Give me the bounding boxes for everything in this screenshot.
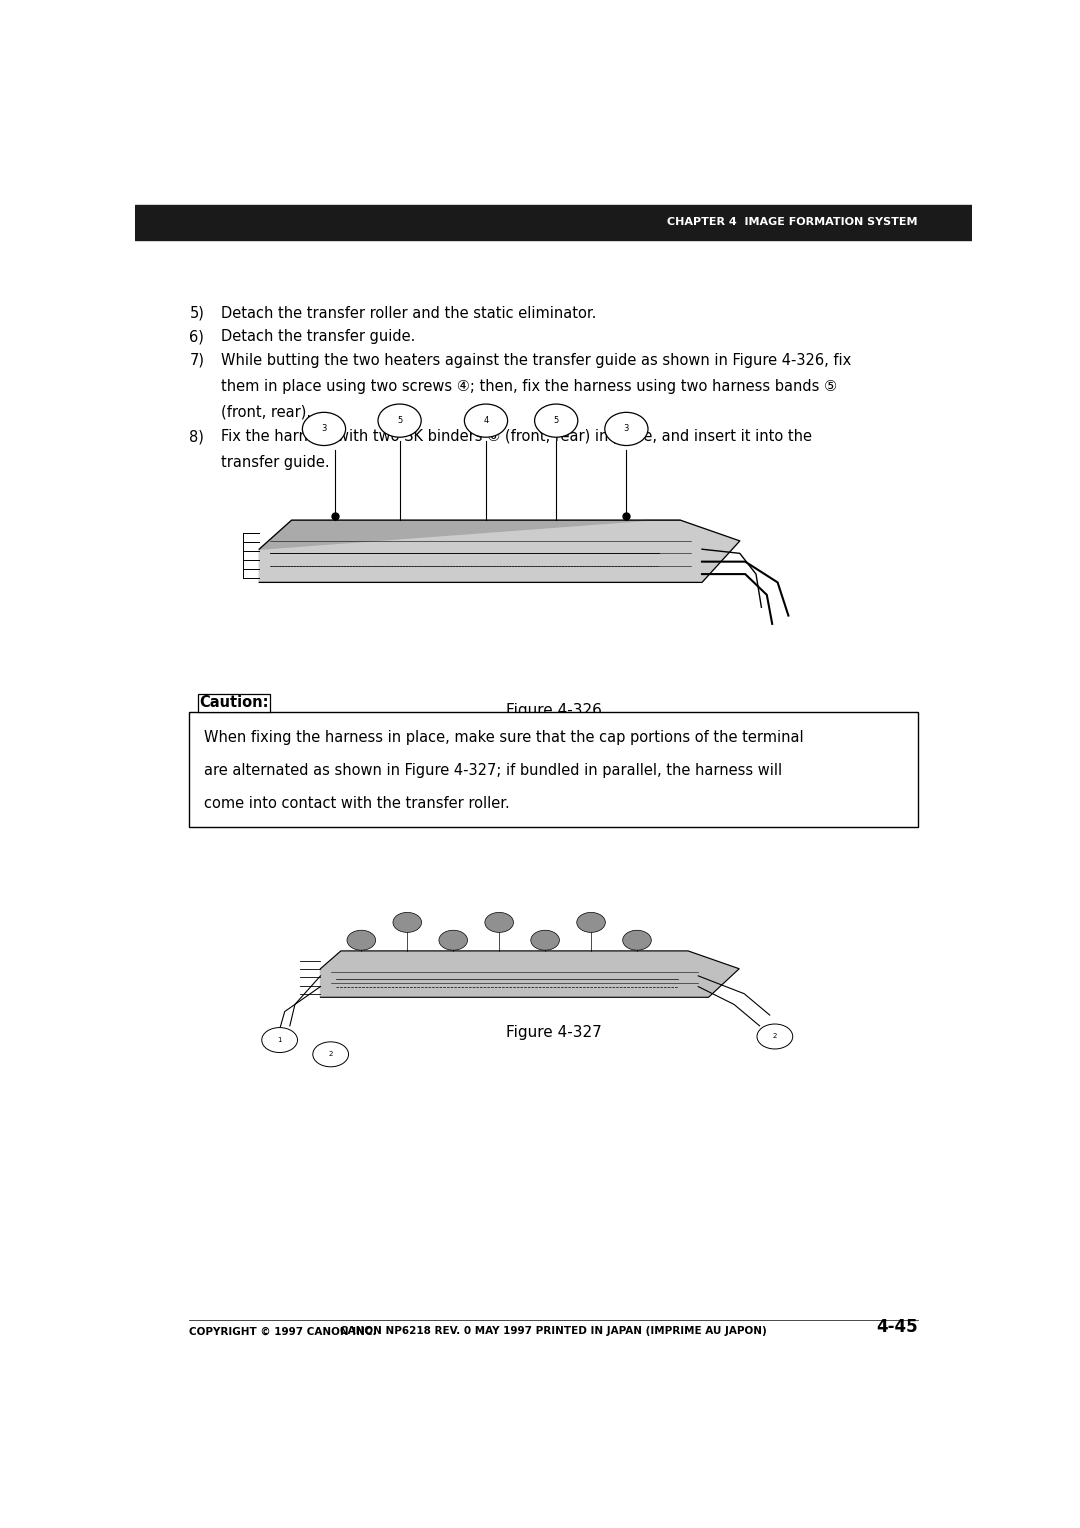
Text: Fix the harness with two SK binders ⑥ (front, rear) in place, and insert it into: Fix the harness with two SK binders ⑥ (f… — [221, 429, 812, 445]
Text: CANON NP6218 REV. 0 MAY 1997 PRINTED IN JAPAN (IMPRIME AU JAPON): CANON NP6218 REV. 0 MAY 1997 PRINTED IN … — [340, 1326, 767, 1337]
Text: Detach the transfer roller and the static eliminator.: Detach the transfer roller and the stati… — [221, 306, 596, 321]
Circle shape — [535, 403, 578, 437]
Text: are alternated as shown in Figure 4-327; if bundled in parallel, the harness wil: are alternated as shown in Figure 4-327;… — [204, 764, 783, 778]
Circle shape — [347, 931, 376, 950]
Text: Figure 4-326: Figure 4-326 — [505, 703, 602, 718]
Circle shape — [577, 912, 606, 932]
Text: 7): 7) — [189, 353, 204, 368]
Text: 5: 5 — [397, 416, 402, 425]
Polygon shape — [259, 520, 680, 549]
Circle shape — [623, 931, 651, 950]
Text: 5: 5 — [554, 416, 558, 425]
Circle shape — [605, 413, 648, 446]
Text: CHAPTER 4  IMAGE FORMATION SYSTEM: CHAPTER 4 IMAGE FORMATION SYSTEM — [667, 217, 918, 228]
Circle shape — [378, 403, 421, 437]
Text: Figure 4-327: Figure 4-327 — [505, 1025, 602, 1039]
Polygon shape — [259, 520, 740, 582]
Circle shape — [261, 1027, 297, 1053]
Text: COPYRIGHT © 1997 CANON INC.: COPYRIGHT © 1997 CANON INC. — [189, 1326, 377, 1337]
Text: 8): 8) — [189, 429, 204, 445]
Text: 3: 3 — [624, 425, 629, 434]
Text: (front, rear).: (front, rear). — [221, 405, 311, 420]
Text: Detach the transfer guide.: Detach the transfer guide. — [221, 329, 416, 344]
Text: When fixing the harness in place, make sure that the cap portions of the termina: When fixing the harness in place, make s… — [204, 730, 805, 746]
Text: 2: 2 — [328, 1051, 333, 1057]
Text: come into contact with the transfer roller.: come into contact with the transfer roll… — [204, 796, 510, 811]
Bar — [135, 205, 972, 240]
Text: Caution:: Caution: — [200, 695, 269, 711]
Polygon shape — [321, 950, 739, 998]
Bar — [189, 712, 918, 827]
Text: 4-45: 4-45 — [876, 1319, 918, 1337]
Text: 1: 1 — [278, 1038, 282, 1044]
Circle shape — [438, 931, 468, 950]
Text: 2: 2 — [772, 1033, 777, 1039]
Circle shape — [464, 403, 508, 437]
Text: 6): 6) — [189, 329, 204, 344]
Circle shape — [485, 912, 513, 932]
Circle shape — [530, 931, 559, 950]
Text: them in place using two screws ④; then, fix the harness using two harness bands : them in place using two screws ④; then, … — [221, 379, 837, 394]
Circle shape — [313, 1042, 349, 1067]
Text: 5): 5) — [189, 306, 204, 321]
Circle shape — [757, 1024, 793, 1048]
Circle shape — [302, 413, 346, 446]
Text: 3: 3 — [322, 425, 326, 434]
Text: While butting the two heaters against the transfer guide as shown in Figure 4-32: While butting the two heaters against th… — [221, 353, 851, 368]
Text: transfer guide.: transfer guide. — [221, 455, 329, 471]
Text: 4: 4 — [484, 416, 488, 425]
Circle shape — [393, 912, 421, 932]
